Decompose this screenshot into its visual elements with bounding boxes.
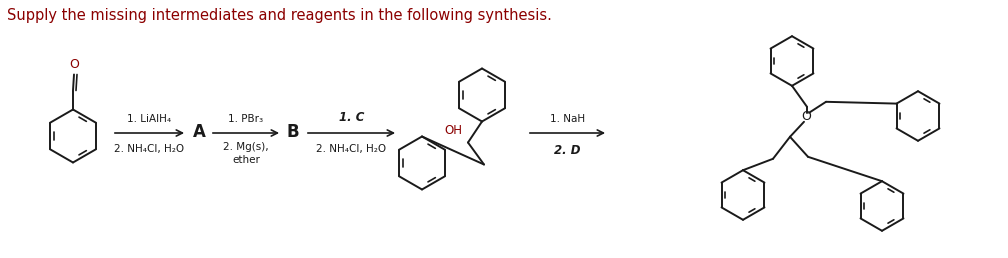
Text: 2. D: 2. D [554,144,581,157]
Text: 1. PBr₃: 1. PBr₃ [229,114,263,124]
Text: ether: ether [232,155,260,165]
Text: 2. NH₄Cl, H₂O: 2. NH₄Cl, H₂O [115,144,184,154]
Text: B: B [287,123,299,141]
Text: 1. NaH: 1. NaH [550,114,585,124]
Text: Supply the missing intermediates and reagents in the following synthesis.: Supply the missing intermediates and rea… [7,8,551,23]
Text: O: O [801,110,811,123]
Text: O: O [70,58,80,70]
Text: 1. LiAlH₄: 1. LiAlH₄ [127,114,171,124]
Text: 2. Mg(s),: 2. Mg(s), [223,142,269,152]
Text: OH: OH [444,124,462,136]
Text: 2. NH₄Cl, H₂O: 2. NH₄Cl, H₂O [317,144,386,154]
Text: A: A [193,123,206,141]
Text: 1. C: 1. C [339,111,364,124]
